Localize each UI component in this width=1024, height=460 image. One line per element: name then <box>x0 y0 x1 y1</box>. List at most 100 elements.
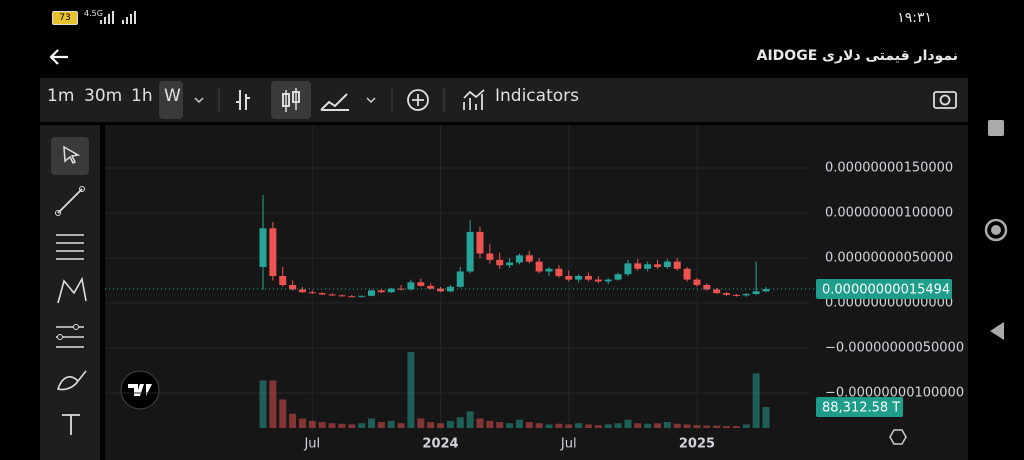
volume-bar <box>683 424 691 428</box>
candle-body <box>584 276 592 280</box>
settings-icon[interactable] <box>889 429 907 445</box>
volume-bar <box>387 420 395 428</box>
candle-body <box>555 268 563 276</box>
network-type: 4.5G <box>84 9 103 18</box>
volume-bar <box>604 424 612 428</box>
volume-bar <box>575 423 583 428</box>
candle-body <box>703 285 711 290</box>
nav-back[interactable] <box>990 322 1004 340</box>
volume-bar <box>358 423 366 428</box>
volume-bar <box>565 424 573 428</box>
volume-bar <box>486 420 494 428</box>
volume-bar <box>673 423 681 428</box>
x-tick-label: 2024 <box>422 437 458 452</box>
volume-bar <box>644 423 652 428</box>
volume-bar <box>466 411 474 428</box>
x-tick-label: Jul <box>560 437 577 452</box>
candle-body <box>417 282 425 286</box>
volume-bar <box>328 423 336 428</box>
candle-body <box>634 263 642 269</box>
volume-bar <box>279 399 287 428</box>
volume-bar <box>584 424 592 428</box>
nav-bar <box>984 120 1008 340</box>
candle-body <box>289 285 297 290</box>
candle-body <box>476 231 484 254</box>
volume-label: 88,312.58 T <box>822 401 900 416</box>
y-tick-label: 0.00000000050000 <box>825 251 953 266</box>
candle-body <box>693 279 701 285</box>
volume-bar <box>663 422 671 428</box>
candle-body <box>486 253 494 260</box>
candle-body <box>259 228 267 267</box>
volume-bar <box>496 422 504 428</box>
candle-body <box>446 286 454 292</box>
volume-bar <box>752 373 760 428</box>
drawing-tools-panel <box>40 125 100 460</box>
candle-body <box>732 294 740 296</box>
candle-body <box>338 295 346 297</box>
volume-bar <box>318 422 326 428</box>
volume-bar <box>269 380 277 428</box>
interval-button[interactable]: W <box>164 86 181 106</box>
signal-icons <box>100 11 136 24</box>
candle-body <box>565 276 573 280</box>
interval-button[interactable]: 1h <box>131 86 153 106</box>
candle-body <box>496 259 504 266</box>
candle-body <box>624 263 632 275</box>
candle-body <box>466 231 474 272</box>
volume-bar <box>427 422 435 428</box>
back-button[interactable] <box>48 47 70 67</box>
volume-bar <box>594 425 602 428</box>
drawing-tools[interactable] <box>40 125 100 460</box>
y-tick-label: 0.00000000000000 <box>825 296 953 311</box>
candle-body <box>594 279 602 282</box>
x-tick-label: 2025 <box>679 437 715 452</box>
candle-body <box>545 268 553 272</box>
candle-body <box>515 255 523 263</box>
volume-bar <box>762 407 770 428</box>
candle-body <box>456 271 464 287</box>
candle-body <box>506 262 514 266</box>
volume-bar <box>654 423 662 428</box>
volume-bar <box>525 422 533 428</box>
interval-button[interactable]: 30m <box>84 86 123 106</box>
candle-body <box>644 264 652 269</box>
candle-body <box>387 288 395 293</box>
clock: ١٩:٣١ <box>897 10 932 26</box>
volume-bar <box>703 425 711 428</box>
candle-body <box>673 261 681 269</box>
volume-bar <box>614 423 622 428</box>
nav-home[interactable] <box>984 218 1008 242</box>
candle-body <box>279 276 287 285</box>
volume-bar <box>456 417 464 428</box>
volume-bar <box>723 426 731 428</box>
volume-bar <box>555 423 563 428</box>
y-tick-label: −0.00000000050000 <box>825 341 964 356</box>
candle-body <box>407 282 415 290</box>
page-title: نمودار قیمتی دلاری AIDOGE <box>756 48 958 64</box>
toolbar <box>40 78 968 122</box>
candle-body <box>752 291 760 294</box>
volume-bar <box>259 380 267 428</box>
battery-icon: 73 <box>52 11 78 25</box>
indicators-button[interactable]: Indicators <box>495 86 579 106</box>
toolbar-icons <box>194 81 957 119</box>
volume-bar <box>308 420 316 428</box>
volume-label-box <box>816 397 903 418</box>
active-interval-bg <box>159 81 183 119</box>
candle-body <box>348 296 356 298</box>
volume-bar <box>742 424 750 428</box>
nav-recent[interactable] <box>988 120 1004 136</box>
candle-body <box>575 276 583 280</box>
y-tick-label: 0.00000000150000 <box>825 161 953 176</box>
candle-body <box>328 294 336 296</box>
candle-body <box>723 293 731 295</box>
candle-body <box>358 295 366 297</box>
interval-button[interactable]: 1m <box>47 86 75 106</box>
volume-bar <box>713 425 721 428</box>
volume-bar <box>377 422 385 428</box>
volume-bar <box>437 423 445 428</box>
volume-bar <box>693 425 701 428</box>
volume-bar <box>397 423 405 428</box>
